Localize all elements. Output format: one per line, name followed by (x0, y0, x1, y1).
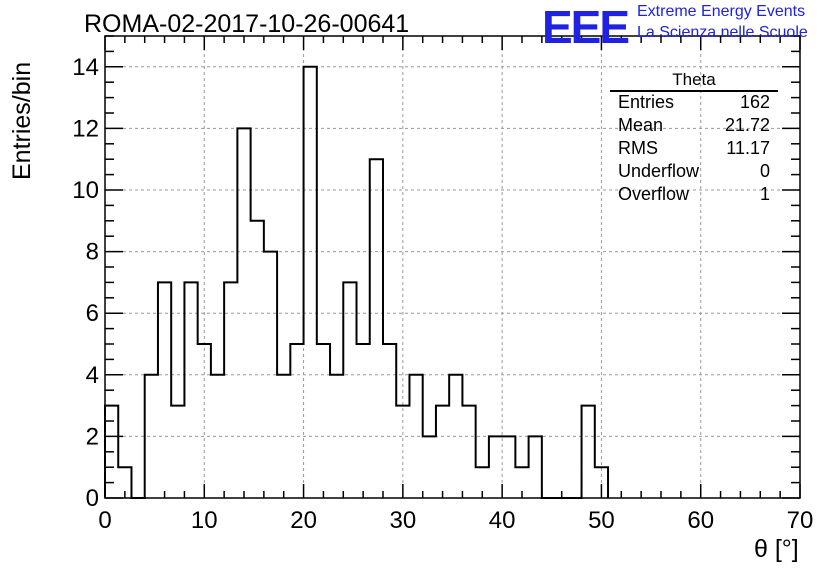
x-tick-label: 10 (191, 507, 218, 534)
histogram-bin (489, 436, 502, 498)
stat-value: 1 (759, 184, 770, 204)
histogram-bin (317, 344, 330, 498)
histogram-bin (171, 406, 184, 498)
stats-box: Theta Entries 162 Mean 21.72 RMS 11.17 U… (610, 68, 778, 208)
histogram-bin (357, 344, 370, 498)
run-title: ROMA-02-2017-10-26-00641 (84, 10, 410, 38)
histogram-bin (211, 375, 224, 498)
histogram-bin (343, 282, 356, 498)
stat-value: 21.72 (724, 115, 770, 135)
x-tick-label: 40 (489, 507, 516, 534)
x-tick-label: 0 (98, 507, 111, 534)
logo-line-2: La Scienza nelle Scuole (637, 24, 808, 41)
histogram-bin (529, 436, 542, 498)
histogram-bin (582, 406, 595, 498)
x-tick-label: 30 (390, 507, 417, 534)
stats-title: Theta (672, 70, 716, 89)
histogram-bin (184, 282, 197, 498)
x-axis-label: θ [°] (754, 535, 799, 563)
x-tick-label: 50 (588, 507, 615, 534)
y-tick-label: 2 (86, 423, 99, 450)
y-axis-label: Entries/bin (8, 61, 36, 180)
histogram-bin (158, 282, 171, 498)
y-tick-label: 6 (86, 300, 99, 327)
stat-row-entries: Entries 162 (618, 92, 770, 114)
histogram-bin (502, 436, 515, 498)
stat-value: 0 (759, 161, 770, 181)
y-tick-label: 0 (86, 485, 99, 512)
stats-divider (610, 90, 778, 92)
stat-row-rms: RMS 11.17 (618, 138, 770, 160)
stat-label: Entries (618, 92, 675, 112)
histogram-bin (436, 406, 449, 498)
x-tick-label: 20 (290, 507, 317, 534)
stat-label: Underflow (618, 161, 700, 181)
histogram-bin (383, 344, 396, 498)
x-tick-label: 60 (687, 507, 714, 534)
histogram-bin (224, 282, 237, 498)
stat-row-mean: Mean 21.72 (618, 115, 770, 137)
y-tick-label: 12 (72, 115, 99, 142)
stat-row-underflow: Underflow 0 (618, 161, 770, 183)
histogram-bin (290, 344, 303, 498)
stat-value: 162 (739, 92, 770, 112)
histogram-bin (423, 436, 436, 498)
logo-line-1: Extreme Energy Events (637, 3, 806, 20)
histogram-bin (462, 406, 475, 498)
y-tick-label: 14 (72, 54, 99, 81)
stat-value: 11.17 (726, 138, 770, 158)
stat-label: RMS (618, 138, 658, 158)
y-tick-label: 8 (86, 239, 99, 266)
axis-ticks (104, 35, 801, 499)
eee-logo: EEE (542, 1, 630, 53)
stat-row-overflow: Overflow 1 (618, 184, 770, 206)
stat-label: Overflow (618, 184, 690, 204)
histogram-outline (104, 65, 610, 499)
histogram-bin (370, 159, 383, 498)
stat-label: Mean (618, 115, 664, 135)
x-tick-label: 70 (787, 507, 814, 534)
y-tick-label: 4 (86, 362, 99, 389)
y-tick-label: 10 (72, 177, 99, 204)
histogram-bin (304, 67, 317, 498)
histogram-bin (251, 221, 264, 498)
